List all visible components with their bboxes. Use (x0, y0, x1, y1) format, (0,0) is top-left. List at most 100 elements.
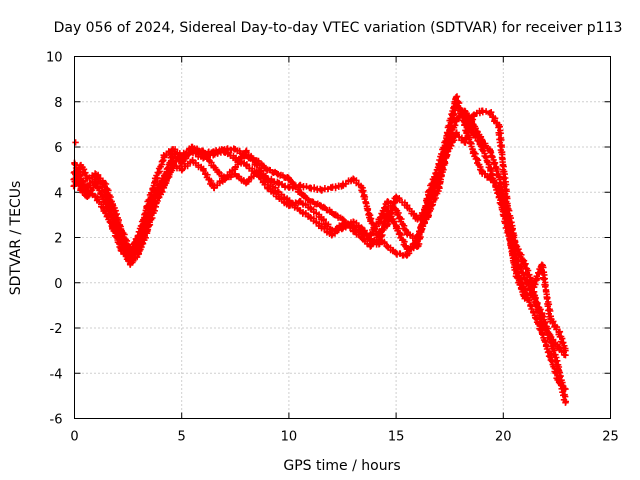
data-point (317, 202, 325, 210)
data-point (221, 175, 228, 182)
x-tick-labels: 0 5 10 15 20 25 (70, 430, 618, 445)
series-track-d (70, 107, 569, 354)
data-point (221, 146, 228, 153)
data-point (328, 184, 335, 191)
data-point (118, 227, 125, 234)
data-point (403, 202, 411, 210)
data-point (232, 155, 239, 162)
data-point (109, 225, 117, 232)
data-point (264, 184, 271, 191)
data-point (555, 379, 563, 386)
data-marks (71, 108, 569, 405)
data-point (547, 333, 554, 341)
data-point (109, 202, 117, 210)
data-point (253, 168, 260, 176)
data-point (487, 166, 494, 173)
data-point (285, 184, 293, 191)
data-point (495, 123, 503, 130)
data-point (470, 112, 477, 119)
data-point (339, 182, 346, 189)
series-track-a (71, 107, 569, 406)
data-point (487, 175, 494, 182)
data-point (274, 170, 282, 178)
data-point (296, 207, 303, 214)
data-point (307, 198, 314, 205)
data-point (307, 204, 314, 212)
data-point (414, 243, 421, 250)
data-point (392, 222, 400, 230)
data-point (538, 329, 546, 336)
data-point (285, 175, 293, 182)
data-point (101, 207, 108, 214)
data-point (232, 170, 239, 178)
y-tick-label: 10 (46, 51, 63, 66)
data-point (296, 198, 303, 205)
data-point (512, 243, 520, 250)
data-point (317, 222, 325, 230)
data-point (328, 209, 335, 216)
data-point (444, 148, 451, 155)
data-point (274, 180, 282, 187)
data-point (555, 329, 563, 336)
data-point (350, 227, 357, 234)
data-point (403, 229, 411, 237)
data-point (84, 175, 91, 182)
data-point (118, 247, 125, 255)
data-point (403, 245, 411, 253)
y-tick-label: 6 (54, 141, 62, 156)
data-point (435, 170, 443, 178)
data-point (307, 184, 314, 191)
data-point (127, 247, 134, 255)
data-point (487, 109, 494, 117)
data-point (161, 173, 168, 180)
data-point (232, 164, 239, 171)
data-point (77, 161, 85, 169)
data-point (242, 180, 250, 187)
data-point (521, 261, 528, 268)
data-point (317, 186, 325, 194)
data-point (384, 198, 391, 205)
data-point (152, 175, 160, 182)
data-point (538, 320, 546, 327)
data-point (328, 227, 335, 234)
data-point (547, 354, 554, 361)
data-point (452, 130, 460, 137)
series-track-b (70, 100, 569, 393)
data-point (242, 161, 250, 169)
data-point (264, 166, 271, 173)
data-point (199, 166, 207, 173)
data-point (367, 243, 374, 250)
plot-frame (74, 56, 611, 419)
data-point (210, 184, 218, 191)
data-point (178, 152, 185, 160)
data-point (478, 107, 486, 114)
data-point (478, 143, 486, 151)
y-tick-label: 4 (54, 186, 62, 201)
data-point (392, 250, 400, 257)
data-point (210, 164, 218, 171)
data-point (538, 261, 546, 268)
data-point (296, 182, 303, 189)
data-point (161, 182, 168, 189)
data-point (425, 202, 432, 210)
y-axis-label: SDTVAR / TECUs (8, 181, 24, 296)
data-point (285, 202, 293, 210)
x-tick-label: 5 (178, 430, 186, 445)
data-point (375, 241, 383, 248)
data-point (199, 150, 207, 157)
data-point (189, 143, 196, 151)
y-tick-labels: -6 -4 -2 0 2 4 6 8 10 (46, 51, 63, 428)
data-point (478, 168, 486, 176)
data-point (358, 225, 365, 232)
y-tick-label: 0 (54, 277, 62, 292)
data-point (350, 218, 357, 225)
data-point (232, 146, 239, 153)
x-tick-label: 20 (495, 430, 512, 445)
data-point (461, 139, 468, 146)
data-point (161, 152, 168, 160)
x-tick-label: 10 (281, 430, 298, 445)
data-point (504, 204, 511, 212)
data-point (135, 232, 143, 239)
data-point (72, 139, 79, 146)
data-point (403, 252, 411, 259)
